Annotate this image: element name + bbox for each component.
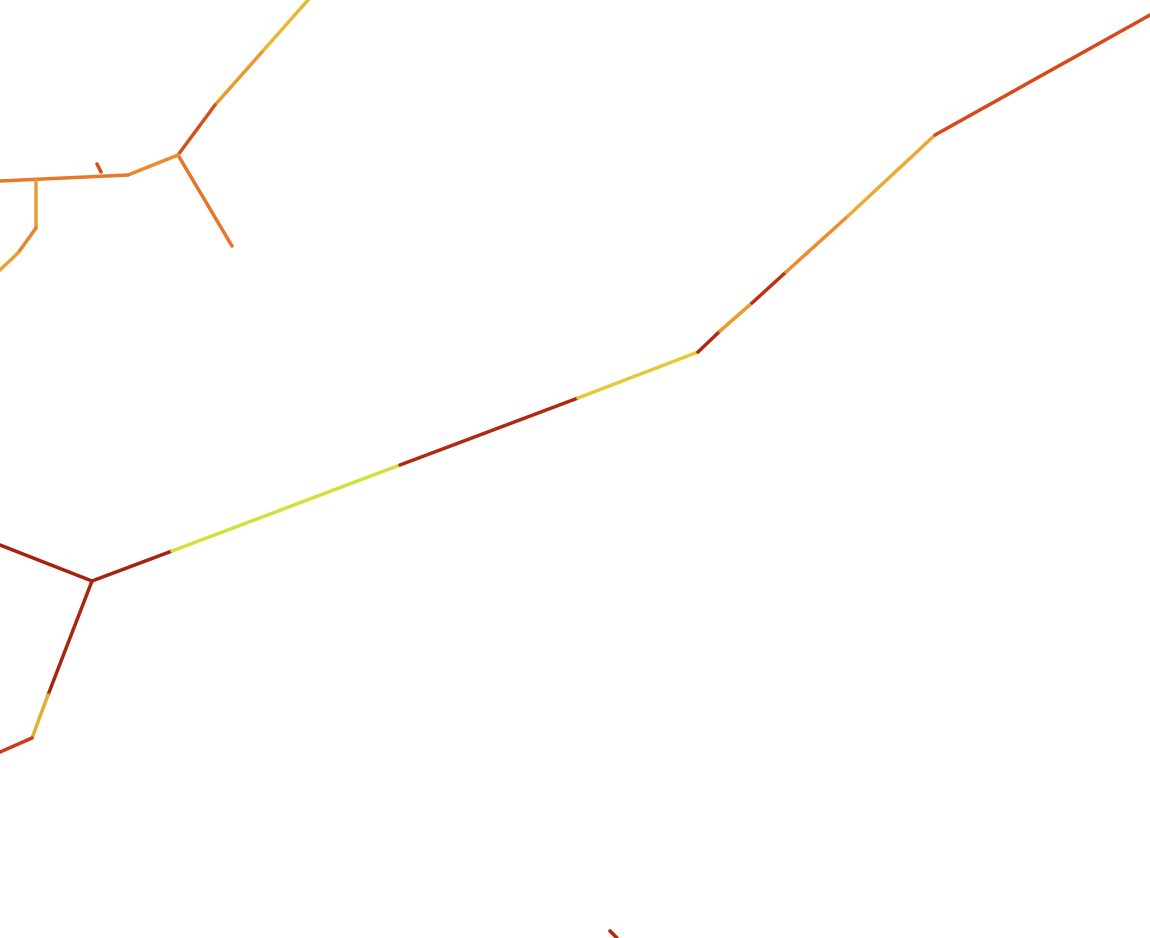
road-segment [260,0,310,54]
network-north-west [0,0,310,272]
road-segment [846,133,937,218]
road-segment [213,50,264,107]
road-segment [126,153,180,177]
road-segment [0,251,20,272]
road-segment [90,549,174,583]
road-segment [95,162,103,174]
road-segment [30,693,50,740]
road-segment [784,214,850,274]
road-segment [398,396,580,467]
road-segment [176,103,217,157]
road-segment [696,329,722,354]
road-segment [933,13,1150,137]
road-segment [0,543,94,583]
road-segment [608,929,619,938]
road-segment [718,301,754,333]
road-segment [46,579,94,697]
road-segment [0,173,130,183]
road-segment [0,736,34,754]
road-segment [170,463,402,553]
road-segment [750,270,788,305]
road-segment [576,350,700,400]
network-main [0,13,1150,754]
road-segment [176,153,234,248]
road-segment [16,226,38,255]
